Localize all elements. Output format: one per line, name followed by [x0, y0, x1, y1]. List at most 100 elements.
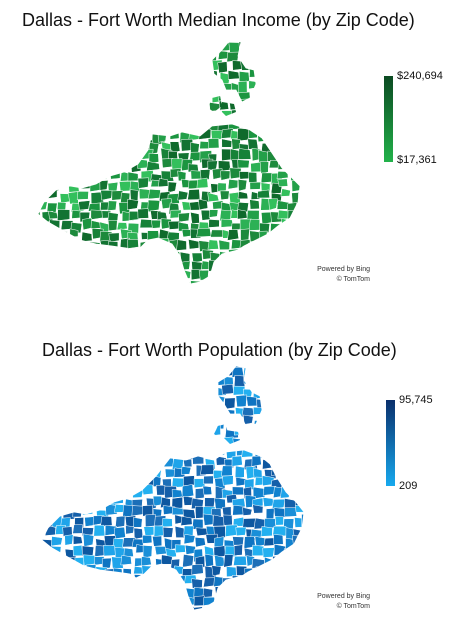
zip-code-region — [38, 61, 50, 74]
zip-code-region — [297, 129, 300, 140]
zip-code-region — [297, 259, 300, 271]
zip-code-region — [140, 112, 152, 123]
zip-code-region — [151, 219, 161, 229]
zip-code-region — [163, 568, 176, 578]
zip-code-region — [99, 180, 109, 191]
zip-code-region — [57, 239, 69, 254]
zip-code-region — [72, 524, 83, 534]
zip-code-region — [299, 87, 300, 101]
zip-code-region — [116, 222, 128, 231]
zip-code-region — [285, 394, 297, 405]
zip-code-region — [249, 181, 261, 190]
zip-code-region — [121, 82, 133, 94]
zip-code-region — [38, 152, 40, 164]
zip-code-region — [133, 517, 143, 528]
zip-code-region — [302, 240, 314, 251]
zip-code-region — [42, 573, 44, 585]
zip-code-region — [263, 585, 274, 596]
zip-code-region — [169, 40, 182, 51]
zip-code-region — [61, 270, 75, 282]
attribution-powered-by: Powered by Bing — [317, 593, 370, 600]
zip-code-region — [194, 415, 207, 424]
zip-code-region — [141, 251, 151, 263]
zip-code-region — [77, 110, 87, 124]
zip-code-region — [67, 48, 78, 58]
zip-code-region — [220, 110, 234, 123]
zip-code-region — [163, 418, 176, 429]
zip-code-region — [67, 111, 77, 124]
zip-code-region — [89, 108, 102, 119]
zip-code-region — [244, 597, 258, 610]
zip-code-region — [301, 139, 312, 151]
zip-code-region — [66, 59, 78, 72]
zip-code-region — [171, 270, 183, 282]
zip-code-region — [82, 474, 95, 484]
zip-code-region — [82, 366, 95, 368]
zip-code-region — [32, 387, 42, 398]
population-map-panel: Dallas - Fort Worth Population (by Zip C… — [0, 330, 455, 630]
zip-code-region — [82, 554, 96, 566]
zip-code-region — [136, 386, 148, 400]
zip-code-region — [55, 397, 69, 409]
zip-code-region — [194, 366, 209, 370]
zip-code-region — [275, 575, 286, 587]
zip-code-region — [38, 40, 48, 42]
zip-code-region — [113, 457, 126, 471]
zip-code-region — [136, 99, 147, 111]
zip-code-region — [40, 102, 52, 112]
zip-code-region — [167, 261, 179, 271]
zip-code-region — [142, 405, 154, 416]
zip-code-region — [180, 40, 193, 49]
zip-code-region — [108, 220, 118, 232]
zip-code-region — [150, 89, 161, 99]
zip-code-region — [201, 378, 213, 391]
zip-code-region — [297, 58, 300, 69]
zip-code-region — [80, 240, 91, 252]
zip-code-region — [220, 170, 231, 181]
choropleth-map[interactable] — [0, 0, 455, 300]
zip-code-region — [240, 270, 251, 282]
zip-code-region — [107, 162, 120, 173]
zip-code-region — [99, 40, 109, 42]
zip-code-region — [43, 426, 54, 437]
zip-code-region — [65, 477, 78, 489]
map-outline — [41, 365, 305, 611]
zip-code-region — [302, 50, 313, 62]
zip-code-region — [216, 598, 230, 608]
zip-code-region — [48, 210, 59, 220]
zip-code-region — [154, 546, 167, 556]
zip-code-region — [240, 31, 251, 39]
zip-code-region — [142, 535, 153, 544]
zip-code-region — [203, 475, 214, 485]
zip-code-region — [217, 270, 230, 283]
choropleth-map[interactable] — [0, 330, 455, 630]
zip-code-region — [301, 406, 304, 416]
zip-code-region — [226, 51, 240, 63]
zip-code-region — [115, 515, 126, 528]
zip-code-region — [285, 444, 297, 456]
zip-code-region — [105, 596, 118, 607]
zip-code-region — [198, 40, 208, 52]
zip-code-region — [222, 475, 234, 486]
zip-code-region — [64, 406, 77, 419]
zip-code-region — [79, 70, 88, 81]
zip-code-region — [130, 279, 141, 284]
zip-code-region — [198, 198, 208, 211]
zip-code-region — [204, 433, 217, 446]
zip-code-region — [71, 405, 83, 418]
zip-code-region — [38, 141, 41, 153]
zip-code-region — [248, 113, 259, 124]
zip-code-region — [267, 78, 278, 88]
zip-code-region — [272, 407, 283, 420]
zip-code-region — [251, 544, 265, 556]
zip-code-region — [221, 83, 233, 96]
zip-code-region — [191, 563, 204, 575]
zip-code-region — [42, 405, 48, 416]
zip-code-region — [112, 607, 123, 610]
zip-code-region — [197, 282, 210, 284]
zip-code-region — [78, 58, 92, 71]
zip-code-region — [42, 458, 52, 471]
zip-code-region — [40, 119, 50, 130]
zip-code-region — [93, 598, 104, 610]
zip-code-region — [208, 209, 219, 218]
